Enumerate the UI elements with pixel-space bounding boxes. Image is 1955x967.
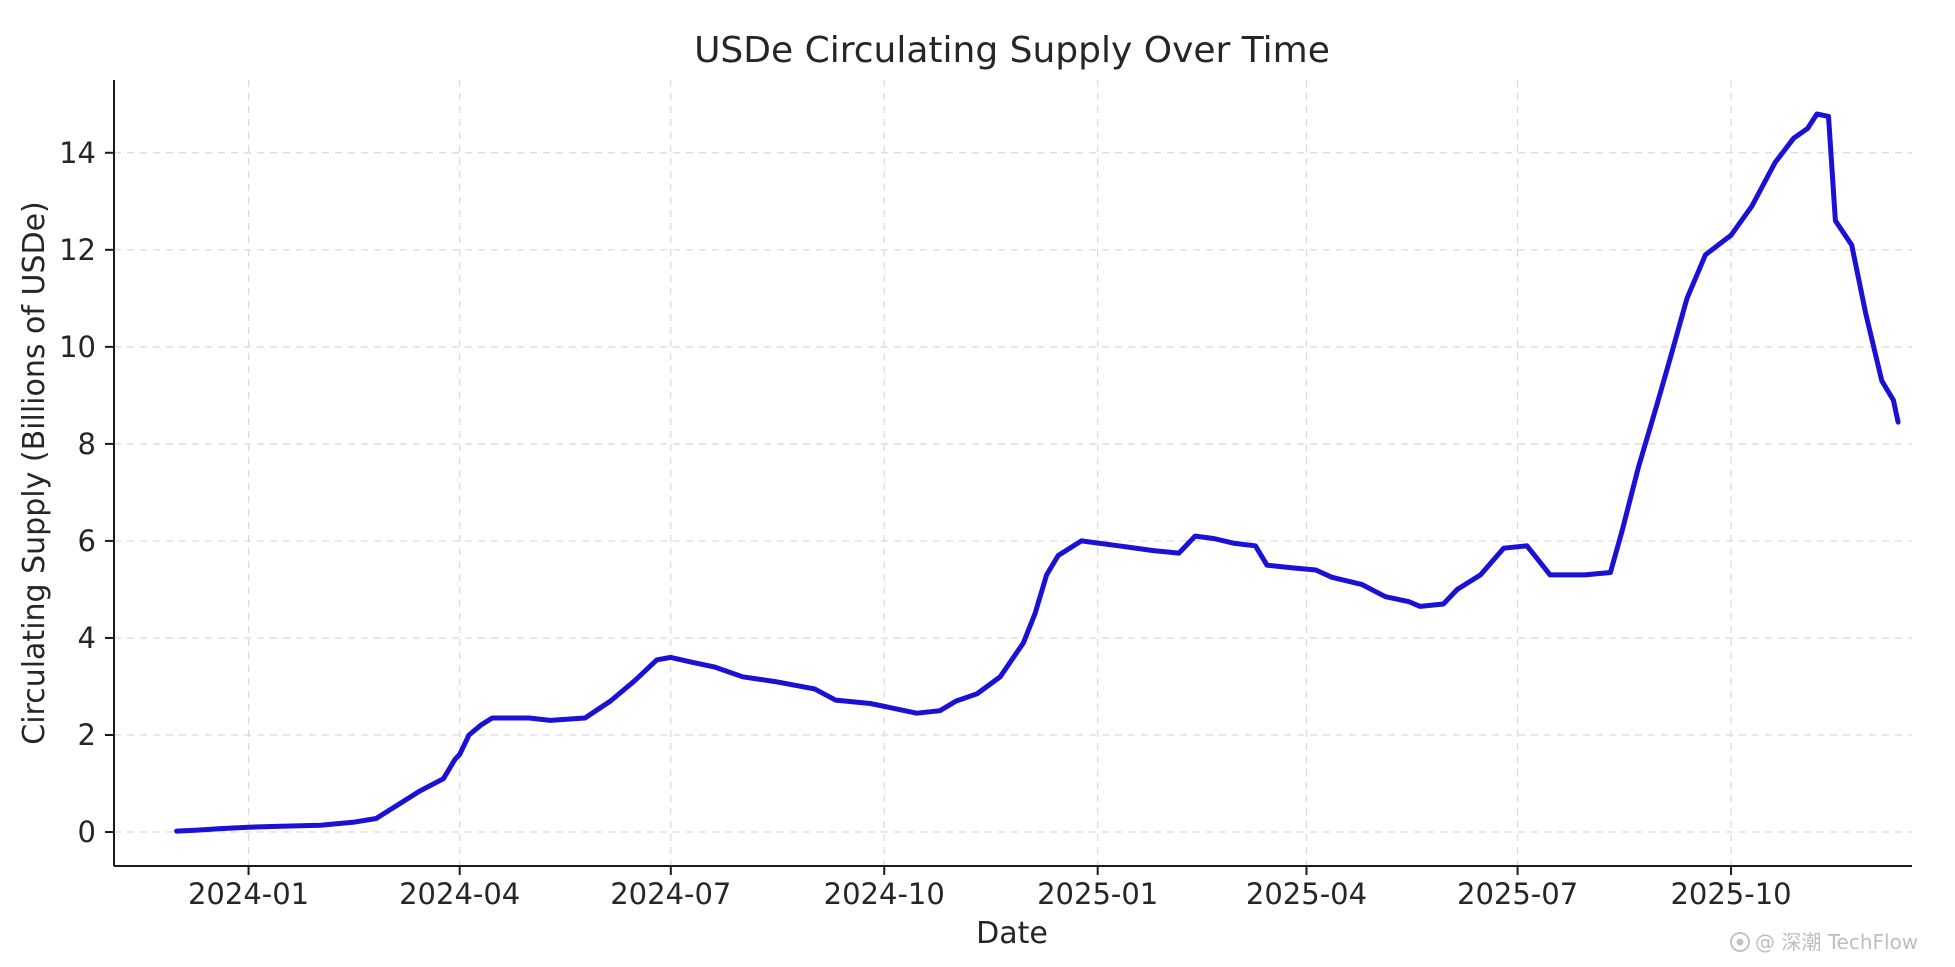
x-tick-label: 2024-07	[610, 877, 731, 911]
x-tick-label: 2025-01	[1037, 877, 1158, 911]
x-tick-label: 2024-10	[824, 877, 945, 911]
watermark-text: @ 深潮 TechFlow	[1755, 930, 1918, 954]
x-tick-label: 2025-10	[1670, 877, 1791, 911]
x-tick-label: 2024-04	[399, 877, 520, 911]
watermark: @ 深潮 TechFlow	[1730, 930, 1918, 954]
y-tick-label: 14	[59, 136, 96, 170]
x-tick-label: 2025-04	[1246, 877, 1367, 911]
series-layer	[174, 111, 1901, 834]
chart-title: USDe Circulating Supply Over Time	[694, 30, 1330, 71]
y-tick-label: 6	[78, 524, 96, 558]
y-tick-label: 0	[78, 815, 96, 849]
grid-lines	[114, 80, 1912, 866]
x-tick-label: 2024-01	[188, 877, 309, 911]
y-tick-label: 2	[78, 718, 96, 752]
series-line	[174, 111, 1901, 834]
axis-ticks: 2024-01 2024-04 2024-07 2024-10 2025-01 2025-…	[59, 136, 1792, 911]
y-axis-label: Circulating Supply (Billions of USDe)	[17, 201, 52, 745]
x-axis-label: Date	[976, 916, 1048, 951]
y-tick-label: 4	[78, 621, 96, 655]
y-tick-label: 12	[59, 233, 96, 267]
x-tick-label: 2025-07	[1457, 877, 1578, 911]
y-tick-label: 10	[59, 330, 96, 364]
y-tick-label: 8	[78, 427, 96, 461]
techflow-logo-icon	[1730, 932, 1750, 952]
